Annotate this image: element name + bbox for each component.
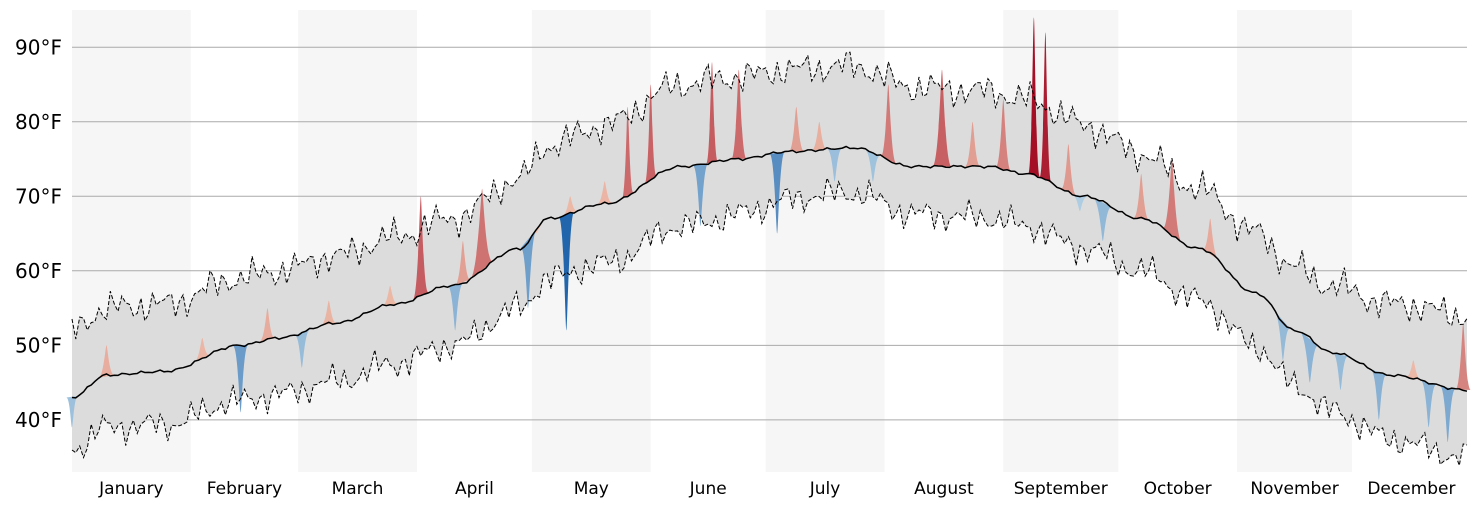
cool-anomaly-spike bbox=[1332, 352, 1349, 390]
cool-anomaly-spike bbox=[1440, 386, 1456, 443]
x-tick-label-march: March bbox=[332, 479, 384, 499]
cool-anomaly-spike bbox=[66, 396, 78, 428]
warm-anomaly-spike bbox=[1039, 32, 1052, 183]
y-tick-label: 60°F bbox=[15, 259, 62, 283]
warm-anomaly-spike bbox=[880, 84, 896, 164]
x-tick-label-october: October bbox=[1144, 479, 1212, 499]
warm-anomaly-spike bbox=[1202, 218, 1218, 260]
warm-anomaly-spike bbox=[194, 337, 210, 363]
x-tick-label-january: January bbox=[98, 479, 163, 499]
cool-anomaly-spike bbox=[558, 212, 574, 331]
normal-range-band bbox=[72, 52, 1467, 466]
warm-anomaly-spike bbox=[811, 121, 827, 151]
warm-anomaly-spike bbox=[470, 188, 494, 280]
upper-bound-line bbox=[71, 51, 1468, 340]
warm-anomaly-spike bbox=[382, 285, 398, 307]
warm-anomaly-spike bbox=[1133, 173, 1149, 220]
x-tick-label-december: December bbox=[1367, 479, 1455, 499]
warm-anomaly-spike bbox=[597, 181, 613, 205]
cool-anomaly-spike bbox=[1093, 197, 1113, 241]
cool-anomaly-spike bbox=[447, 283, 463, 331]
cool-anomaly-spike bbox=[1300, 331, 1320, 383]
x-tick-label-september: September bbox=[1014, 479, 1108, 499]
cool-anomaly-spike bbox=[827, 148, 843, 182]
cool-anomaly-spike bbox=[233, 344, 249, 413]
warm-anomaly-spike bbox=[1455, 323, 1471, 390]
warm-anomaly-spike bbox=[965, 121, 981, 167]
warm-anomaly-spike bbox=[788, 106, 804, 152]
cool-anomaly-spike bbox=[1421, 380, 1437, 428]
warm-anomaly-spike bbox=[995, 99, 1011, 172]
y-tick-label: 50°F bbox=[15, 333, 62, 357]
y-tick-label: 70°F bbox=[15, 184, 62, 208]
x-tick-label-june: June bbox=[689, 479, 727, 499]
warm-anomaly-spike bbox=[622, 106, 634, 200]
anomaly-spikes bbox=[66, 17, 1471, 443]
x-tick-label-november: November bbox=[1250, 479, 1338, 499]
warm-anomaly-spike bbox=[455, 241, 471, 286]
lower-bound-line bbox=[71, 176, 1468, 468]
normal-line bbox=[71, 145, 1468, 399]
cool-anomaly-spike bbox=[865, 149, 881, 182]
x-tick-label-february: February bbox=[207, 479, 282, 499]
warm-anomaly-spike bbox=[98, 345, 115, 378]
cool-anomaly-spike bbox=[1072, 194, 1088, 212]
cool-anomaly-spike bbox=[294, 329, 310, 368]
x-tick-label-may: May bbox=[574, 479, 609, 499]
y-tick-label: 80°F bbox=[15, 110, 62, 134]
warm-anomaly-spike bbox=[259, 308, 276, 342]
warm-anomaly-spike bbox=[731, 69, 747, 160]
x-tick-label-april: April bbox=[455, 479, 494, 499]
warm-anomaly-spike bbox=[644, 84, 657, 184]
warm-anomaly-spike bbox=[706, 62, 718, 164]
warm-anomaly-spike bbox=[562, 196, 578, 217]
y-tick-label: 90°F bbox=[15, 35, 62, 59]
cool-anomaly-spike bbox=[1371, 369, 1387, 420]
cool-anomaly-spike bbox=[692, 163, 709, 227]
x-axis-labels: January February March April May June July Augu… bbox=[98, 479, 1455, 499]
warm-anomaly-spike bbox=[413, 196, 429, 300]
y-axis-labels: 40°F 50°F 60°F 70°F 80°F 90°F bbox=[15, 35, 62, 432]
band-bounds bbox=[71, 51, 1468, 468]
warm-anomaly-spike bbox=[932, 69, 952, 167]
cool-anomaly-spike bbox=[769, 151, 785, 234]
x-tick-label-august: August bbox=[914, 479, 974, 499]
normal-temperature-line bbox=[71, 145, 1468, 399]
cool-anomaly-spike bbox=[1275, 311, 1291, 361]
warm-anomaly-spike bbox=[321, 300, 337, 326]
warm-anomaly-spike bbox=[1060, 144, 1077, 196]
normal-band bbox=[72, 52, 1467, 466]
warm-anomaly-spike bbox=[1162, 159, 1182, 243]
cool-anomaly-spike bbox=[520, 230, 536, 309]
warm-anomaly-spike bbox=[1405, 360, 1421, 381]
x-tick-label-july: July bbox=[809, 479, 841, 499]
y-tick-label: 40°F bbox=[15, 408, 62, 432]
